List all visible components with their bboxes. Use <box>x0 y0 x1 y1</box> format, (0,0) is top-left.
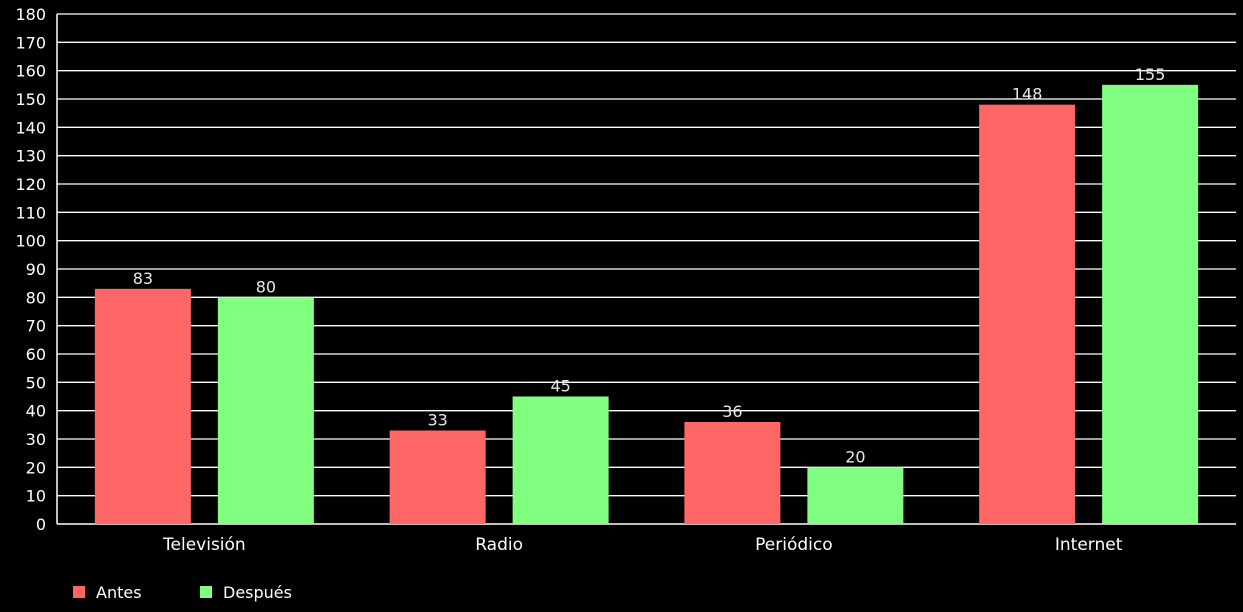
y-tick-label: 50 <box>26 373 46 392</box>
bar-despu-s-3 <box>1102 84 1199 524</box>
bar-antes-0 <box>94 288 191 524</box>
data-label: 33 <box>427 411 447 430</box>
legend-item-antes[interactable]: Antes <box>73 583 142 602</box>
bar-despu-s-1 <box>512 396 609 524</box>
y-tick-label: 180 <box>15 5 46 24</box>
x-category-label: Televisión <box>162 535 246 555</box>
y-tick-label: 40 <box>26 402 46 421</box>
data-label: 45 <box>550 377 570 396</box>
bar-antes-2 <box>684 422 781 524</box>
x-category-label: Radio <box>475 535 523 555</box>
data-labels: 83 80 33 45 36 20 148 155 <box>133 65 1166 467</box>
y-tick-label: 170 <box>15 33 46 52</box>
legend-swatch <box>73 586 85 598</box>
data-label: 36 <box>722 402 742 421</box>
y-tick-label: 110 <box>15 203 46 222</box>
y-tick-label: 20 <box>26 458 46 477</box>
y-tick-label: 80 <box>26 288 46 307</box>
y-tick-label: 130 <box>15 147 46 166</box>
data-label: 155 <box>1135 65 1166 84</box>
data-label: 80 <box>256 277 276 296</box>
y-tick-label: 160 <box>15 62 46 81</box>
legend-label: Después <box>223 583 292 602</box>
y-tick-label: 60 <box>26 345 46 364</box>
y-tick-label: 30 <box>26 430 46 449</box>
legend-swatch <box>200 586 212 598</box>
x-category-label: Internet <box>1055 535 1123 555</box>
legend: Antes Después <box>73 583 292 602</box>
y-tick-label: 120 <box>15 175 46 194</box>
y-tick-label: 10 <box>26 487 46 506</box>
data-label: 83 <box>133 269 153 288</box>
y-tick-label: 0 <box>36 515 46 534</box>
legend-label: Antes <box>96 583 142 602</box>
bar-antes-1 <box>389 430 486 524</box>
y-tick-label: 150 <box>15 90 46 109</box>
data-label: 148 <box>1012 85 1043 104</box>
x-axis-categories: Televisión Radio Periódico Internet <box>162 535 1123 555</box>
bar-despu-s-0 <box>217 297 314 524</box>
y-axis-ticks: 0 10 20 30 40 50 60 70 80 90 100 110 120 130 140 150 160… <box>15 5 46 534</box>
y-tick-label: 140 <box>15 118 46 137</box>
x-category-label: Periódico <box>755 535 832 555</box>
legend-item-despu-s[interactable]: Después <box>200 583 292 602</box>
y-tick-label: 70 <box>26 317 46 336</box>
data-label: 20 <box>845 447 865 466</box>
y-tick-label: 100 <box>15 232 46 251</box>
y-tick-label: 90 <box>26 260 46 279</box>
bars <box>94 84 1199 525</box>
bar-despu-s-2 <box>807 467 904 524</box>
bar-antes-3 <box>979 104 1076 525</box>
